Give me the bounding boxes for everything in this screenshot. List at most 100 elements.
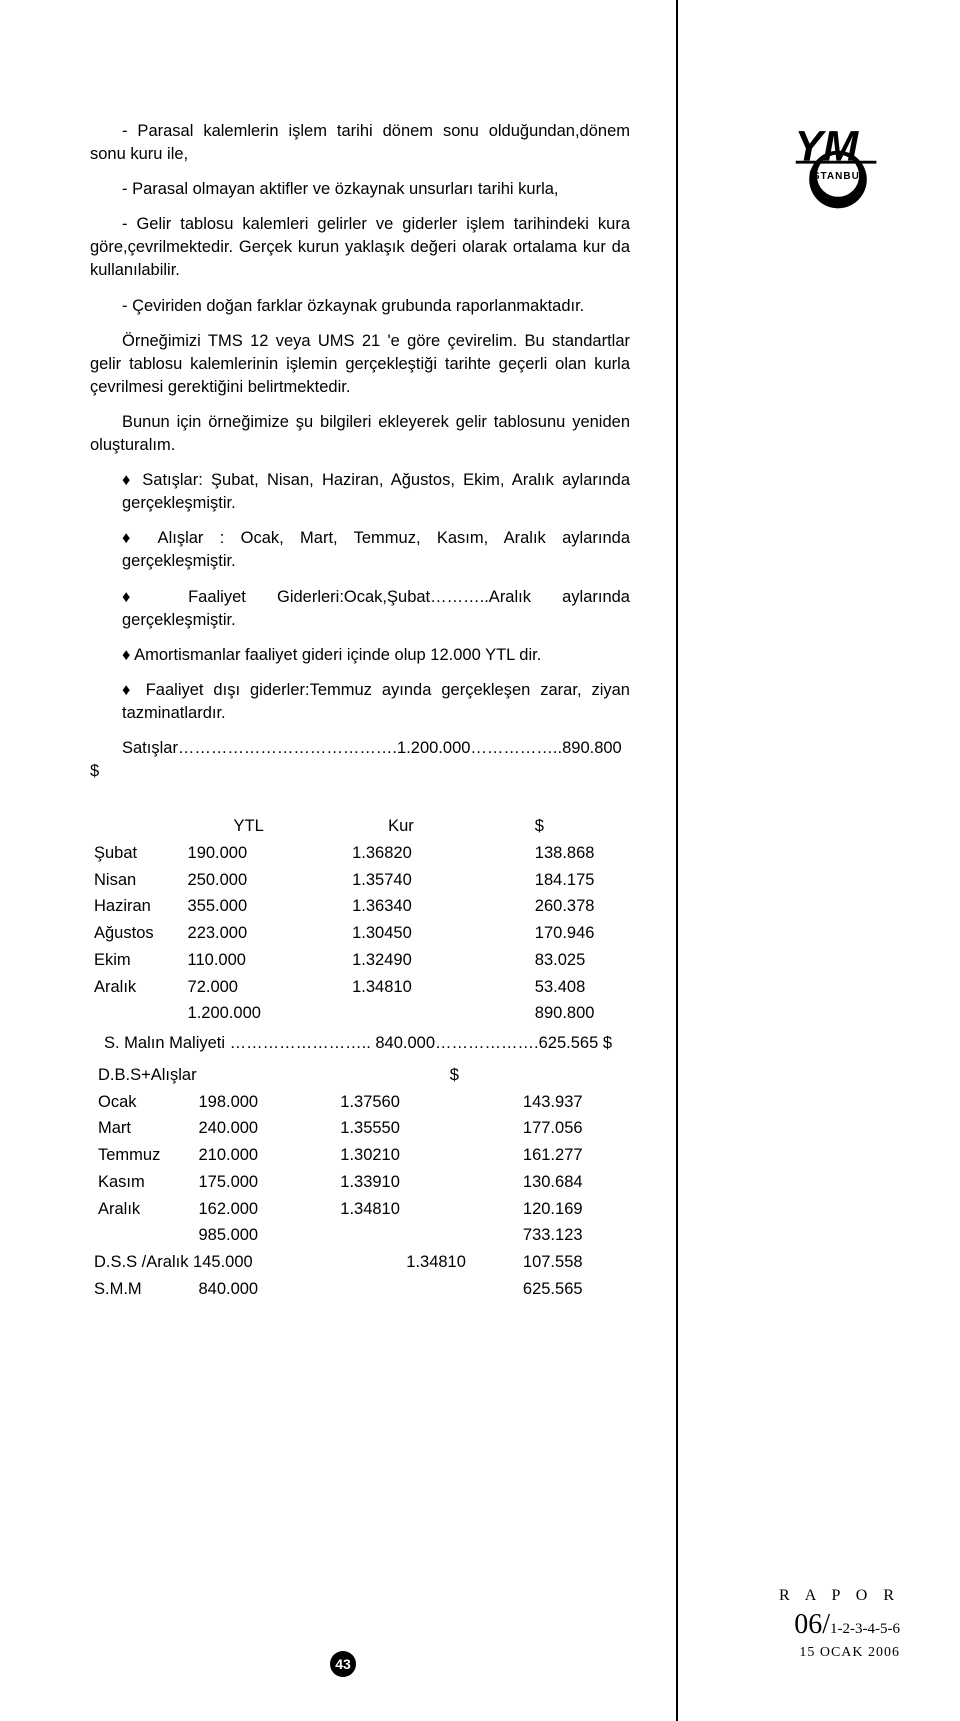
cell-dollar: 260.378 xyxy=(531,893,650,920)
col-ytl: YTL xyxy=(184,813,349,840)
table-header-row: YTL Kur $ xyxy=(90,813,650,840)
smm-ytl: 840.000 xyxy=(194,1276,336,1303)
vertical-divider xyxy=(676,0,678,1721)
smm-dollar: 625.565 xyxy=(519,1276,650,1303)
table-row: Aralık72.0001.3481053.408 xyxy=(90,974,650,1001)
total-ytl: 1.200.000 xyxy=(184,1000,349,1027)
cell-ytl: 210.000 xyxy=(194,1142,336,1169)
cell-dollar: 83.025 xyxy=(531,947,650,974)
cell-dollar: 161.277 xyxy=(519,1142,650,1169)
col-dbs: D.B.S+Alışlar xyxy=(90,1062,336,1089)
cell-month: Haziran xyxy=(90,893,184,920)
footer-title: R A P O R xyxy=(779,1587,900,1605)
footer-issue-big: 06/ xyxy=(794,1609,830,1640)
cell-ytl: 72.000 xyxy=(184,974,349,1001)
table-row: Temmuz210.0001.30210161.277 xyxy=(90,1142,650,1169)
cell-kur: 1.30210 xyxy=(336,1142,519,1169)
footer-issue-small: 1-2-3-4-5-6 xyxy=(830,1621,900,1637)
cell-ytl: 175.000 xyxy=(194,1169,336,1196)
cost-line: S. Malın Maliyeti …………………….. 840.000…………… xyxy=(90,1031,650,1056)
cell-month: Nisan xyxy=(90,867,184,894)
table-total-row: 985.000 733.123 xyxy=(90,1222,650,1249)
cell-ytl: 162.000 xyxy=(194,1196,336,1223)
cell-kur: 1.33910 xyxy=(336,1169,519,1196)
cell-kur: 1.34810 xyxy=(336,1196,519,1223)
cell-kur: 1.37560 xyxy=(336,1089,519,1116)
table-row: Mart240.0001.35550177.056 xyxy=(90,1115,650,1142)
total-dollar: 890.800 xyxy=(531,1000,650,1027)
cell-month: Şubat xyxy=(90,840,184,867)
bullet: ♦ Amortismanlar faaliyet gideri içinde o… xyxy=(90,644,630,667)
dss-label: D.S.S /Aralık 145.000 xyxy=(90,1249,336,1276)
cell-dollar: 53.408 xyxy=(531,974,650,1001)
purchases-table: D.B.S+Alışlar $ Ocak198.0001.37560143.93… xyxy=(90,1062,650,1303)
footer-date: 15 OCAK 2006 xyxy=(779,1645,900,1661)
cell-ytl: 355.000 xyxy=(184,893,349,920)
table-header-row: D.B.S+Alışlar $ xyxy=(90,1062,650,1089)
cell-dollar: 143.937 xyxy=(519,1089,650,1116)
total-dollar: 733.123 xyxy=(519,1222,650,1249)
cell-kur: 1.35740 xyxy=(348,867,531,894)
cell-dollar: 138.868 xyxy=(531,840,650,867)
cell-month: Kasım xyxy=(90,1169,194,1196)
cell-month: Ocak xyxy=(90,1089,194,1116)
bullet: ♦ Faaliyet dışı giderler:Temmuz ayında g… xyxy=(90,679,630,725)
page: YM İSTANBUL - Parasal kalemlerin işlem t… xyxy=(0,0,960,1721)
cell-dollar: 130.684 xyxy=(519,1169,650,1196)
cell-kur: 1.35550 xyxy=(336,1115,519,1142)
dss-kur: 1.34810 xyxy=(336,1249,519,1276)
cell-kur: 1.32490 xyxy=(348,947,531,974)
sales-table-block: YTL Kur $ Şubat190.0001.36820138.868Nisa… xyxy=(90,813,650,1303)
cell-kur: 1.34810 xyxy=(348,974,531,1001)
cell-month: Temmuz xyxy=(90,1142,194,1169)
table-row: Nisan250.0001.35740184.175 xyxy=(90,867,650,894)
col-kur: Kur xyxy=(348,813,531,840)
bullet: ♦ Satışlar: Şubat, Nisan, Haziran, Ağust… xyxy=(90,469,630,515)
table-row: Ağustos223.0001.30450170.946 xyxy=(90,920,650,947)
paragraph: Örneğimizi TMS 12 veya UMS 21 'e göre çe… xyxy=(90,330,630,399)
cell-dollar: 177.056 xyxy=(519,1115,650,1142)
table-row: S.M.M 840.000 625.565 xyxy=(90,1276,650,1303)
cell-kur: 1.36820 xyxy=(348,840,531,867)
logo: YM İSTANBUL xyxy=(778,120,898,182)
footer-issue: 06/1-2-3-4-5-6 xyxy=(779,1609,900,1641)
table-row: Aralık162.0001.34810120.169 xyxy=(90,1196,650,1223)
table-row: Kasım175.0001.33910130.684 xyxy=(90,1169,650,1196)
paragraph: - Parasal olmayan aktifler ve özkaynak u… xyxy=(90,178,630,201)
footer: R A P O R 06/1-2-3-4-5-6 15 OCAK 2006 xyxy=(779,1587,900,1661)
bullet: ♦ Faaliyet Giderleri:Ocak,Şubat………..Aral… xyxy=(90,586,630,632)
paragraph: - Parasal kalemlerin işlem tarihi dönem … xyxy=(90,120,630,166)
bullet: ♦ Alışlar : Ocak, Mart, Temmuz, Kasım, A… xyxy=(90,527,630,573)
logo-icon: YM xyxy=(790,120,886,216)
paragraph: - Gelir tablosu kalemleri gelirler ve gi… xyxy=(90,213,630,282)
cell-kur: 1.30450 xyxy=(348,920,531,947)
cell-ytl: 223.000 xyxy=(184,920,349,947)
cell-month: Mart xyxy=(90,1115,194,1142)
table-total-row: 1.200.000 890.800 xyxy=(90,1000,650,1027)
dss-dollar: 107.558 xyxy=(519,1249,650,1276)
sales-table: YTL Kur $ Şubat190.0001.36820138.868Nisa… xyxy=(90,813,650,1027)
total-ytl: 985.000 xyxy=(194,1222,336,1249)
col-dollar: $ xyxy=(336,1062,519,1089)
cell-kur: 1.36340 xyxy=(348,893,531,920)
page-number: 43 xyxy=(330,1651,356,1677)
cell-dollar: 170.946 xyxy=(531,920,650,947)
cell-ytl: 250.000 xyxy=(184,867,349,894)
paragraph: Bunun için örneğimize şu bilgileri ekley… xyxy=(90,411,630,457)
cell-month: Ağustos xyxy=(90,920,184,947)
table-row: Ekim110.0001.3249083.025 xyxy=(90,947,650,974)
cell-ytl: 110.000 xyxy=(184,947,349,974)
table-row: D.S.S /Aralık 145.000 1.34810 107.558 xyxy=(90,1249,650,1276)
col-dollar: $ xyxy=(531,813,650,840)
cell-month: Aralık xyxy=(90,1196,194,1223)
cell-month: Aralık xyxy=(90,974,184,1001)
cell-month: Ekim xyxy=(90,947,184,974)
table-row: Şubat190.0001.36820138.868 xyxy=(90,840,650,867)
cell-dollar: 184.175 xyxy=(531,867,650,894)
table-row: Ocak198.0001.37560143.937 xyxy=(90,1089,650,1116)
cell-ytl: 240.000 xyxy=(194,1115,336,1142)
table-row: Haziran355.0001.36340260.378 xyxy=(90,893,650,920)
cell-ytl: 198.000 xyxy=(194,1089,336,1116)
main-content: - Parasal kalemlerin işlem tarihi dönem … xyxy=(90,120,630,783)
smm-label: S.M.M xyxy=(90,1276,194,1303)
